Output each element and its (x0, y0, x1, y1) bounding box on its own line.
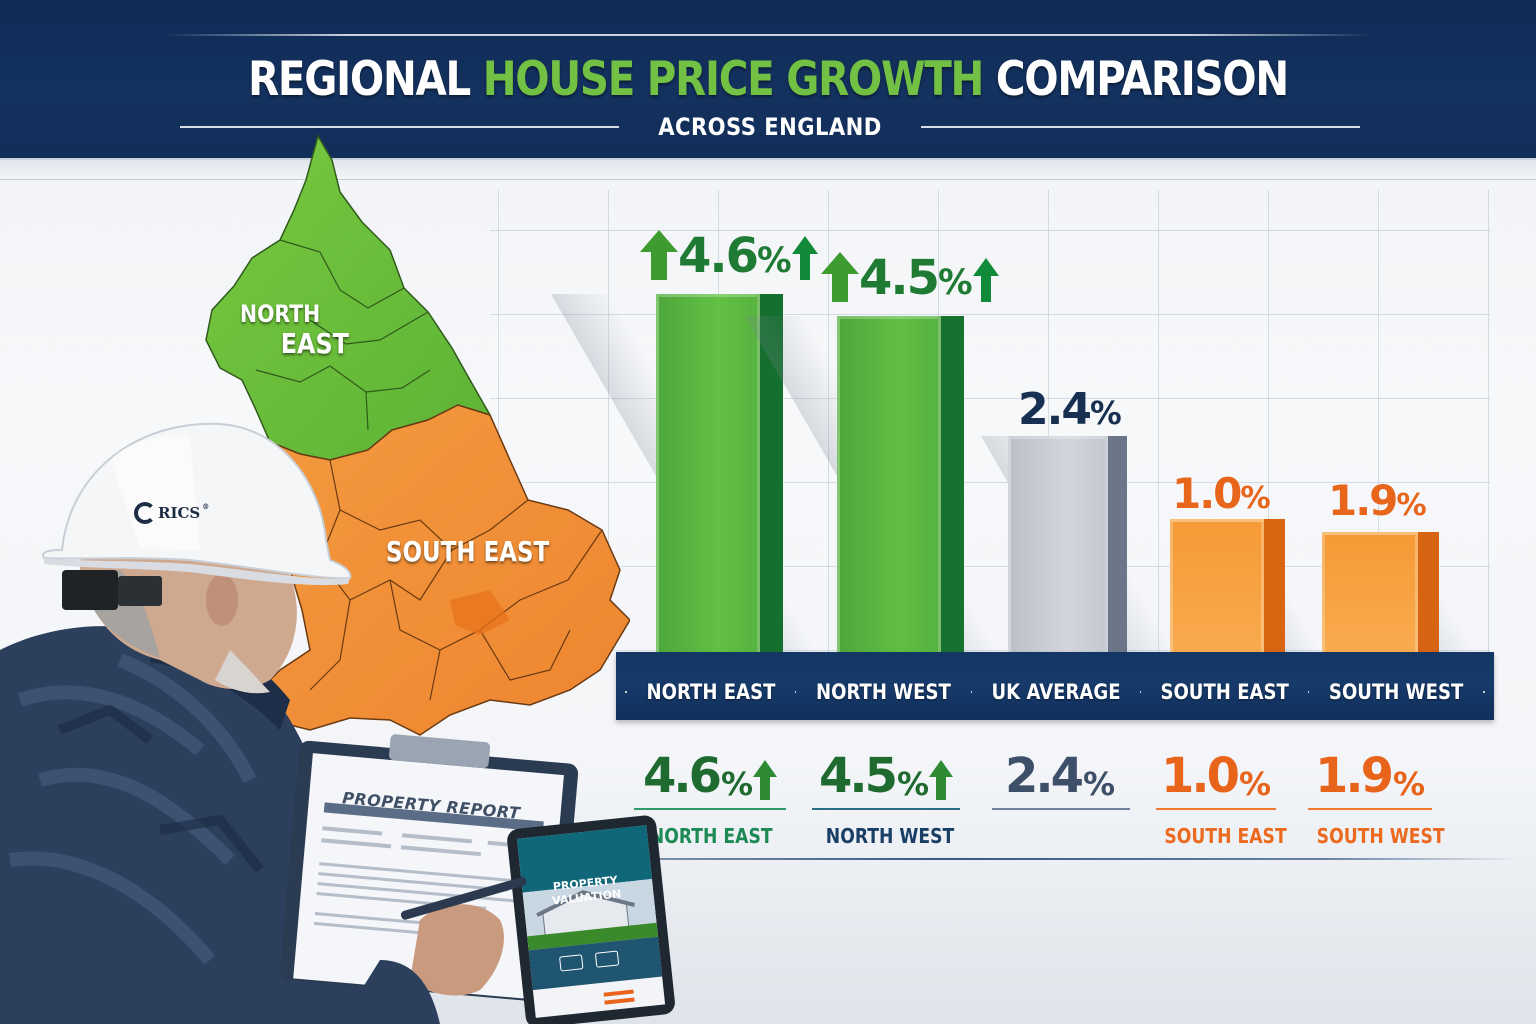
axis-dash (971, 691, 972, 693)
bar-value-label: 4.5% (821, 252, 999, 302)
axis-dash (1483, 691, 1485, 693)
summary-label: NORTH EAST (649, 824, 773, 848)
summary-label: SOUTH WEST (1316, 824, 1445, 848)
title-suffix: COMPARISON (995, 52, 1289, 107)
map-label-north-line2: EAST (280, 327, 349, 360)
subtitle-row: ACROSS ENGLAND (180, 112, 1361, 142)
arrow-up-icon (640, 230, 678, 280)
surveyor-svg (0, 422, 675, 1024)
summary-rule (992, 808, 1130, 810)
x-axis-label-north-east: NORTH EAST (646, 680, 776, 704)
header-rule (165, 34, 1371, 36)
bar-value-label: 4.6% (640, 230, 818, 280)
summary-rule (1156, 808, 1276, 810)
map-label-north-east: NORTH EAST (240, 302, 349, 358)
map-label-north-line1: NORTH (240, 300, 321, 328)
bar-value-label: 1.9% (1328, 476, 1427, 525)
summary-north-east: 4.6% NORTH EAST (634, 752, 786, 848)
bar-uk-average: 2.4% (980, 388, 1178, 656)
x-axis-label-north-west: NORTH WEST (816, 680, 952, 704)
rics-logo-icon (134, 502, 156, 524)
bar-side (760, 294, 783, 656)
arrow-up-icon (753, 760, 778, 800)
summary-value: 4.6% (643, 752, 778, 800)
summary-label: SOUTH EAST (1164, 824, 1287, 848)
summary-rule (812, 808, 960, 810)
subtitle-rule-left (180, 126, 620, 128)
summary-value: 1.9% (1314, 748, 1426, 804)
bar-side (1418, 532, 1439, 656)
arrow-up-icon (821, 252, 859, 302)
summary-bottom-rule (560, 858, 1520, 860)
summary-value: 2.4% (1004, 748, 1116, 804)
surveyor-hand (410, 904, 504, 996)
bar-front (1170, 519, 1285, 656)
x-axis-band (616, 652, 1494, 720)
axis-dash (625, 691, 627, 693)
bar-front (656, 294, 783, 656)
rics-logo: RICS ® (134, 502, 209, 524)
summary-value: 1.0% (1160, 748, 1272, 804)
bar-chart: 4.6% 4.5% 2.4% 1.0% (550, 200, 1500, 720)
tablet (507, 815, 675, 1024)
page-title: REGIONAL HOUSE PRICE GROWTH COMPARISON (108, 52, 1429, 107)
page-subtitle: ACROSS ENGLAND (658, 113, 882, 141)
england-map-svg (205, 134, 631, 736)
x-axis-label-south-west: SOUTH WEST (1328, 680, 1464, 704)
england-map (190, 130, 631, 750)
bar-side (1264, 519, 1285, 656)
board-frame (0, 160, 1536, 180)
summary-value: 4.5% (819, 752, 954, 800)
axis-dash (1140, 691, 1141, 693)
clipboard (279, 734, 579, 1003)
summary-row: 4.6% NORTH EAST 4.5% NORTH WEST 2.4% 1.0… (0, 752, 1536, 862)
bar-side (1108, 436, 1127, 656)
bar-front (837, 316, 964, 656)
summary-rule (634, 808, 786, 810)
arrow-up-icon (972, 258, 999, 302)
surveyor-illustration (0, 400, 680, 1024)
header-banner: REGIONAL HOUSE PRICE GROWTH COMPARISON A… (0, 0, 1536, 160)
summary-rule (1308, 808, 1432, 810)
title-prefix: REGIONAL (248, 52, 471, 107)
bar-side (941, 316, 964, 656)
rics-logo-text: RICS (158, 504, 201, 522)
bar-north-east: 4.6% (550, 230, 820, 656)
x-axis-label-south-east: SOUTH EAST (1160, 680, 1289, 704)
hard-hat (42, 422, 352, 580)
bar-north-west: 4.5% (744, 252, 1001, 656)
bar-front (1008, 436, 1127, 656)
arrow-up-icon (929, 760, 954, 800)
x-axis-label-uk-average: UK AVERAGE (991, 680, 1121, 704)
summary-south-west: 1.9% SOUTH WEST (1308, 748, 1445, 848)
summary-north-west: 4.5% NORTH WEST (812, 752, 960, 848)
subtitle-rule-right (921, 126, 1361, 128)
registered-mark: ® (202, 502, 210, 511)
map-label-south-east: SOUTH EAST (386, 535, 550, 568)
axis-dash (794, 691, 797, 693)
bar-value-label: 1.0% (1172, 469, 1271, 518)
bar-south-west: 1.9% (1322, 480, 1478, 656)
axis-dash (1308, 691, 1309, 693)
bar-value-label: 2.4% (1018, 384, 1122, 435)
map-region-south (248, 404, 631, 736)
summary-south-east: 1.0% SOUTH EAST (1156, 748, 1287, 848)
summary-uk-average: 2.4% (992, 748, 1130, 810)
arrow-up-icon (791, 236, 818, 280)
bar-front (1322, 532, 1439, 656)
summary-label: NORTH WEST (825, 824, 955, 848)
bar-south-east: 1.0% (1170, 473, 1324, 656)
title-accent: HOUSE PRICE GROWTH (482, 52, 985, 107)
x-axis-labels: NORTH EAST NORTH WEST UK AVERAGE SOUTH E… (616, 672, 1494, 712)
